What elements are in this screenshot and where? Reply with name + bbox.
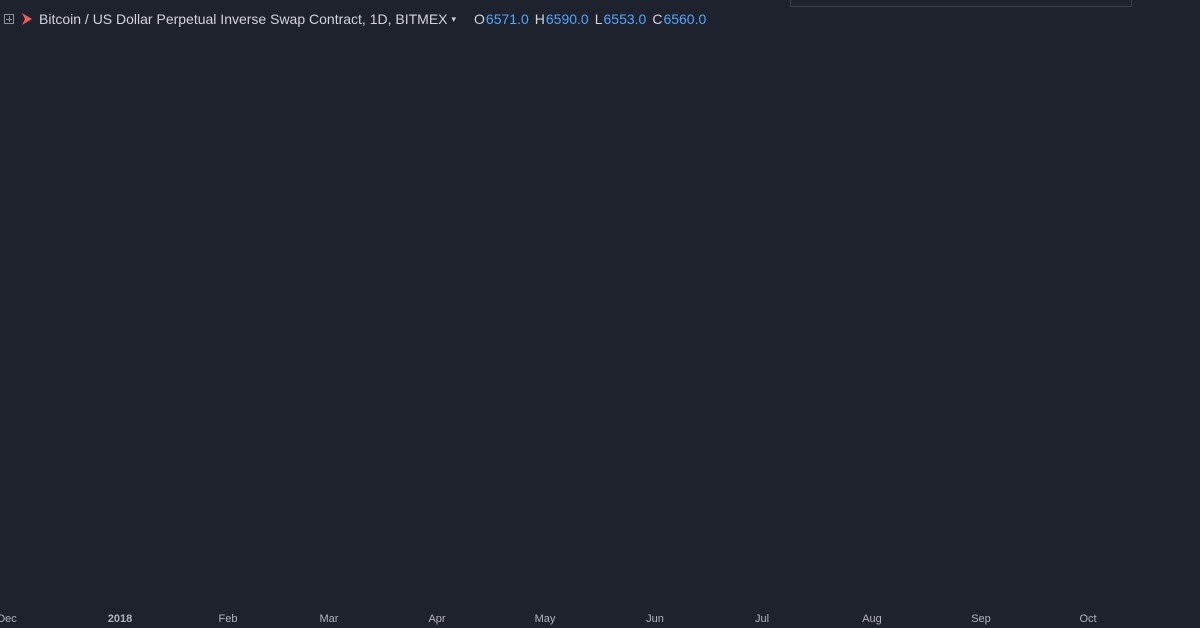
time-tick-label: Aug (862, 613, 882, 625)
time-tick-label: Apr (428, 613, 445, 625)
time-tick-label: May (535, 613, 556, 625)
time-tick-label: Dec (0, 613, 17, 625)
plot-background (0, 0, 1142, 610)
time-tick-label: 2018 (108, 613, 132, 625)
time-tick-label: Jul (755, 613, 769, 625)
close-value: 6560.0 (663, 11, 707, 27)
chart-legend: Bitcoin / US Dollar Perpetual Inverse Sw… (4, 9, 706, 29)
time-axis[interactable]: Dec 2018 Feb Mar Apr May Jun Jul Aug Sep Oct (0, 613, 1097, 625)
time-tick-label: Jun (646, 613, 664, 625)
symbol-title[interactable]: Bitcoin / US Dollar Perpetual Inverse Sw… (39, 11, 448, 27)
bitmex-logo-icon (22, 13, 32, 25)
high-label: H (534, 11, 545, 27)
low-label: L (594, 11, 603, 27)
symbol-dropdown-caret-icon[interactable]: ▾ (451, 13, 457, 24)
high-value: 6590.0 (545, 11, 589, 27)
time-tick-label: Mar (320, 613, 339, 625)
low-value: 6553.0 (603, 11, 647, 27)
open-label: O (474, 11, 485, 27)
time-tick-label: Sep (971, 613, 991, 625)
open-value: 6571.0 (485, 11, 529, 27)
top-panel-edge (790, 0, 1132, 7)
time-tick-label: Feb (219, 613, 238, 625)
close-label: C (652, 11, 663, 27)
time-tick-label: Oct (1079, 613, 1096, 625)
collapse-toggle-icon[interactable] (4, 14, 14, 24)
